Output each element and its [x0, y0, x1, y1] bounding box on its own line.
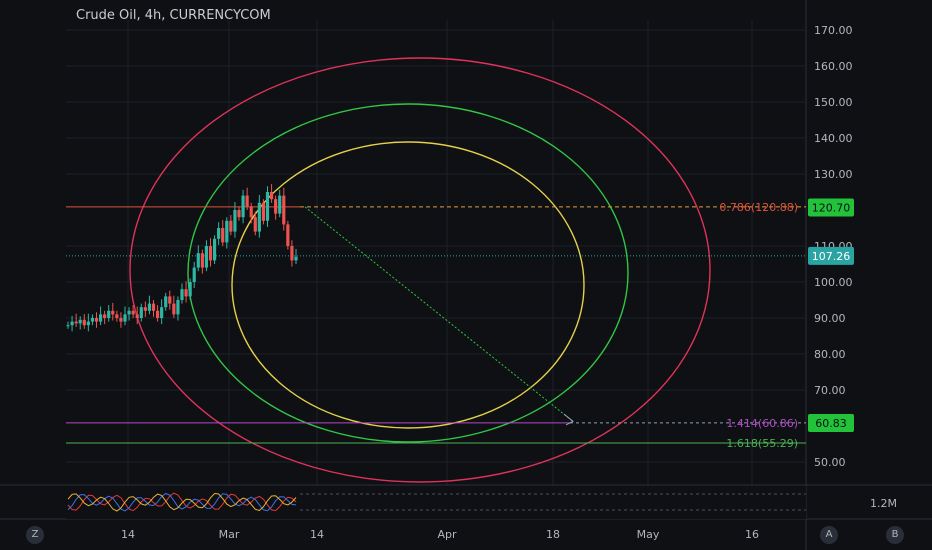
candle-body [253, 217, 257, 232]
candle-body [278, 195, 282, 214]
price-badge-label: 60.83 [815, 417, 847, 430]
fib-level-label: 1.618(55.29) [726, 437, 798, 450]
y-tick-label: 100.00 [814, 276, 853, 289]
candle-body [103, 314, 107, 318]
candle-body [143, 307, 147, 311]
candle-body [257, 202, 261, 232]
candle-body [107, 310, 111, 318]
candle-body [115, 314, 119, 318]
candle-body [294, 256, 298, 261]
candle-body [233, 210, 237, 232]
fib-circle-red [129, 57, 711, 483]
candle-body [70, 321, 74, 326]
candle-body [286, 224, 290, 246]
price-badge-label: 107.26 [812, 250, 851, 263]
chart-title: Crude Oil, 4h, CURRENCYCOM [76, 8, 271, 23]
candle-body [217, 228, 221, 239]
y-tick-label: 50.00 [814, 456, 846, 469]
candle-body [274, 199, 278, 214]
y-tick-label: 80.00 [814, 348, 846, 361]
candle-body [196, 253, 200, 268]
candle-body [188, 282, 192, 297]
timezone-button[interactable]: Z [26, 526, 44, 544]
x-tick-label: 14 [310, 528, 324, 541]
candle-body [131, 310, 135, 315]
candle-body [139, 307, 143, 318]
price-badge [808, 414, 854, 433]
candle-body [290, 246, 294, 261]
candle-body [241, 195, 245, 218]
fib-circle-yellow [231, 141, 585, 429]
candle-body [265, 192, 270, 221]
candle-body [90, 318, 95, 322]
candle-body [164, 296, 168, 308]
y-tick-label: 90.00 [814, 312, 846, 325]
projection-arrow [563, 413, 574, 426]
oscillator-line [67, 492, 297, 512]
candle-body [208, 246, 213, 261]
oscillator-pane [66, 486, 806, 519]
candle-body [160, 307, 164, 318]
candle-body [151, 303, 156, 311]
candle-body [180, 289, 184, 300]
auto-scale-button[interactable]: A [820, 526, 838, 544]
candle-body [147, 303, 152, 311]
candle-body [237, 210, 241, 218]
candle-body [66, 325, 70, 327]
candle-body [200, 253, 204, 268]
fib-level-label: 0.786(120.88) [719, 201, 798, 214]
candle-body [261, 202, 266, 221]
x-tick-label: 18 [546, 528, 560, 541]
x-tick-label: May [637, 528, 660, 541]
candle-body [135, 314, 139, 318]
candle-body [269, 192, 274, 200]
candle-body [168, 296, 172, 304]
candle-body [212, 238, 217, 261]
candle-body [94, 318, 99, 322]
price-badge [808, 198, 854, 217]
candle-body [282, 195, 286, 225]
x-tick-label: 16 [745, 528, 759, 541]
log-scale-button[interactable]: B [886, 526, 904, 544]
candle-body [245, 195, 249, 207]
y-tick-label: 70.00 [814, 384, 846, 397]
x-tick-label: Mar [219, 528, 240, 541]
candle-body [86, 321, 90, 326]
candle-body [98, 314, 103, 322]
candle-body [111, 310, 115, 315]
projection-line [304, 206, 573, 421]
candle-body [127, 310, 131, 315]
price-badge [808, 246, 854, 265]
fib-level-label: 1.414(60.86) [726, 417, 798, 430]
candle-body [192, 267, 196, 282]
y-tick-label: 150.00 [814, 96, 853, 109]
candle-body [225, 220, 229, 243]
x-tick-label: 14 [121, 528, 135, 541]
candle-body [82, 319, 86, 326]
candle-body [78, 319, 82, 324]
y-tick-label: 160.00 [814, 60, 853, 73]
price-badge-label: 120.70 [812, 201, 851, 214]
y-tick-label: 130.00 [814, 168, 853, 181]
volume-label: 1.2M [870, 497, 897, 510]
candle-body [155, 310, 160, 318]
y-tick-label: 140.00 [814, 132, 853, 145]
candle-body [74, 321, 78, 324]
candle-body [184, 289, 188, 297]
candle-body [123, 314, 127, 322]
y-tick-label: 170.00 [814, 24, 853, 37]
candle-body [221, 228, 225, 243]
x-tick-label: Apr [437, 528, 457, 541]
oscillator-line [67, 492, 297, 512]
candle-body [176, 300, 180, 315]
candle-body [119, 318, 123, 322]
candle-body [249, 206, 253, 218]
candle-body [229, 220, 233, 232]
candle-body [172, 303, 176, 315]
oscillator-line [67, 492, 297, 512]
candle-body [204, 246, 209, 268]
fib-circle-green [187, 103, 629, 443]
